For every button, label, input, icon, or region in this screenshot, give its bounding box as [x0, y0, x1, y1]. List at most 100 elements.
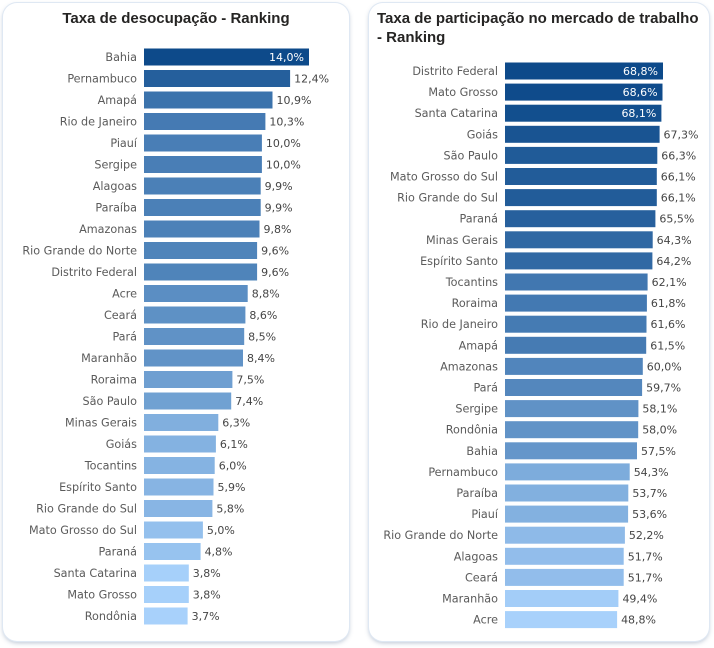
bar-group: Minas Gerais 6,3% [65, 414, 250, 431]
bar[interactable] [144, 392, 232, 410]
bar[interactable] [144, 371, 233, 388]
bar[interactable] [505, 590, 619, 607]
unemployment-ranking-panel: Taxa de desocupação - Ranking Bahia 14,0%… [3, 3, 349, 641]
bar[interactable] [144, 48, 309, 66]
bar[interactable] [144, 435, 216, 453]
bar[interactable] [505, 463, 630, 481]
bar[interactable] [505, 273, 648, 291]
category-label: Paraíba [456, 487, 498, 500]
bar[interactable] [505, 104, 662, 122]
category-label: Roraima [452, 297, 498, 310]
category-label: São Paulo [443, 149, 498, 162]
bar[interactable] [505, 547, 624, 565]
category-label: Rio Grande do Sul [397, 192, 498, 205]
bar[interactable] [144, 285, 248, 302]
bar-group: Alagoas 9,9% [93, 177, 293, 195]
value-label: 8,4% [247, 352, 275, 365]
value-label: 64,2% [656, 255, 691, 268]
bar[interactable] [144, 134, 262, 152]
bar[interactable] [505, 252, 653, 270]
bar[interactable] [505, 611, 618, 629]
bar-group: Mato Grosso 68,6% [428, 83, 663, 101]
category-label: Ceará [104, 309, 137, 322]
bar[interactable] [144, 220, 260, 238]
value-label: 9,6% [261, 266, 289, 279]
value-label: 58,1% [642, 403, 677, 416]
bar[interactable] [144, 70, 291, 87]
value-label: 7,4% [235, 395, 263, 408]
bar[interactable] [144, 349, 243, 367]
value-label: 3,7% [192, 610, 220, 623]
bar[interactable] [505, 294, 647, 312]
bar[interactable] [144, 156, 262, 173]
bar-group: Rio Grande do Norte 52,2% [383, 526, 664, 544]
bar-group: Amazonas 60,0% [440, 357, 682, 375]
bar-group: Alagoas 51,7% [454, 547, 663, 565]
bar-group: Goiás 67,3% [467, 125, 699, 143]
bar[interactable] [144, 177, 261, 195]
bar[interactable] [144, 263, 258, 281]
bar[interactable] [505, 421, 639, 439]
bar[interactable] [505, 315, 647, 333]
category-label: Acre [473, 614, 498, 627]
bar[interactable] [144, 91, 273, 109]
bar[interactable] [505, 210, 656, 228]
value-label: 10,9% [276, 94, 311, 107]
value-label: 64,3% [657, 234, 692, 247]
bar[interactable] [505, 62, 663, 80]
bar-group: Mato Grosso do Sul 5,0% [29, 521, 235, 539]
bar[interactable] [505, 189, 657, 207]
bar[interactable] [144, 586, 189, 603]
bar-group: Distrito Federal 68,8% [412, 62, 663, 80]
bar[interactable] [505, 505, 629, 523]
bar-group: Rio de Janeiro 10,3% [60, 113, 304, 130]
bar[interactable] [505, 231, 653, 249]
bar[interactable] [144, 414, 219, 431]
bar[interactable] [144, 564, 189, 582]
bar[interactable] [505, 484, 629, 502]
bar[interactable] [505, 168, 657, 185]
value-label: 58,0% [642, 424, 677, 437]
category-label: Pará [112, 331, 137, 344]
category-label: Rio Grande do Norte [22, 245, 137, 258]
value-label: 9,8% [264, 223, 292, 236]
value-label: 14,0% [269, 51, 304, 64]
bar-group: Paraíba 9,9% [95, 199, 293, 216]
bar[interactable] [505, 400, 639, 418]
bar[interactable] [144, 328, 245, 345]
bar[interactable] [144, 199, 261, 216]
bar-group: Paraná 4,8% [98, 543, 233, 560]
bar[interactable] [505, 146, 658, 164]
bar[interactable] [505, 125, 660, 143]
category-label: Sergipe [455, 403, 498, 416]
bar[interactable] [144, 607, 188, 625]
bar-group: Mato Grosso 3,8% [67, 586, 221, 603]
value-label: 54,3% [634, 466, 669, 479]
bar[interactable] [144, 500, 213, 517]
value-label: 8,6% [249, 309, 277, 322]
bar[interactable] [144, 457, 215, 474]
unemployment-chart-title: Taxa de desocupação - Ranking [62, 10, 290, 27]
bar[interactable] [144, 521, 203, 539]
category-label: Sergipe [94, 159, 137, 172]
bar[interactable] [505, 336, 647, 354]
category-label: Distrito Federal [412, 65, 498, 78]
category-label: Paraíba [95, 202, 137, 215]
bar[interactable] [505, 379, 643, 396]
bar-group: Goiás 6,1% [106, 435, 248, 453]
bar-group: Amazonas 9,8% [79, 220, 292, 238]
bar[interactable] [144, 113, 266, 130]
category-label: Rondônia [85, 610, 137, 623]
bar[interactable] [505, 568, 624, 586]
bar[interactable] [505, 526, 625, 544]
bar[interactable] [144, 306, 246, 324]
bar[interactable] [505, 83, 663, 101]
bar[interactable] [144, 478, 214, 496]
bar[interactable] [505, 357, 643, 375]
category-label: Espírito Santo [59, 481, 137, 494]
bar[interactable] [144, 242, 258, 259]
bar[interactable] [144, 543, 201, 560]
value-label: 48,8% [621, 614, 656, 627]
category-label: Rio de Janeiro [60, 116, 137, 129]
bar[interactable] [505, 442, 637, 460]
